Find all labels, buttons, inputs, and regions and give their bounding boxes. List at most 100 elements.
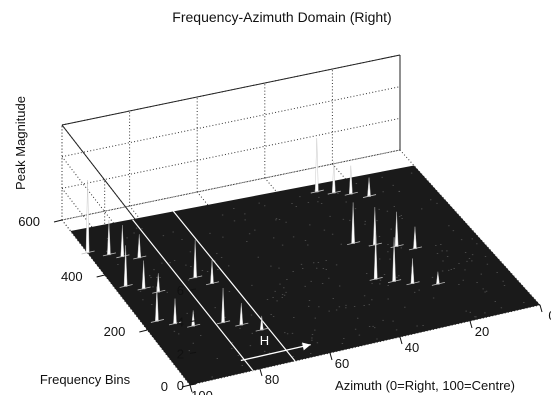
surface-speck: [264, 205, 266, 207]
peak-base: [189, 275, 203, 280]
peak-base: [406, 281, 420, 286]
peak-base: [216, 320, 231, 325]
surface-speck: [502, 280, 504, 282]
surface-speck: [286, 333, 289, 335]
surface-speck: [295, 206, 297, 207]
surface-speck: [156, 276, 158, 278]
surface-speck: [211, 376, 213, 378]
surface-speck: [465, 310, 467, 312]
surface-speck: [173, 260, 176, 261]
surface-speck: [307, 244, 309, 246]
surface-speck: [389, 258, 391, 260]
surface-speck: [304, 240, 307, 241]
surface-speck: [363, 295, 366, 297]
surface-speck: [338, 306, 341, 308]
surface-speck: [381, 176, 383, 178]
surface-speck: [400, 215, 402, 216]
surface-speck: [313, 262, 315, 264]
surface-speck: [283, 294, 286, 296]
surface-speck: [273, 237, 275, 239]
surface-speck: [126, 237, 128, 239]
surface-speck: [310, 353, 312, 354]
surface-speck: [186, 312, 188, 314]
surface-speck: [422, 325, 424, 326]
peak-base: [369, 277, 383, 281]
surface-speck: [401, 218, 403, 219]
peak-spike: [85, 180, 90, 254]
surface-speck: [441, 250, 443, 252]
surface-speck: [301, 343, 303, 345]
surface-speck: [357, 317, 359, 319]
surface-speck: [482, 288, 484, 290]
peak-base: [255, 327, 269, 332]
surface-speck: [317, 201, 319, 203]
surface-speck: [376, 220, 378, 222]
surface-speck: [233, 208, 235, 209]
surface-speck: [318, 306, 320, 308]
surface-speck: [320, 203, 323, 204]
surface-speck: [349, 219, 351, 221]
surface-speck: [244, 213, 246, 215]
surface-speck: [325, 260, 327, 261]
surface-speck: [446, 256, 449, 257]
z-tick: [189, 320, 197, 323]
x-tick-label: 60: [335, 356, 349, 371]
surface-speck: [398, 190, 401, 192]
grid-line: [61, 86, 401, 158]
x-tick: [329, 352, 333, 361]
surface-speck: [486, 263, 489, 265]
x-tick-label: 0: [548, 308, 551, 323]
surface-speck: [496, 272, 498, 273]
surface-speck: [266, 342, 268, 344]
surface-speck: [475, 316, 477, 318]
surface-speck: [117, 264, 119, 265]
peak-base: [168, 321, 183, 326]
surface-speck: [462, 279, 464, 281]
surface-speck: [432, 297, 435, 299]
surface-speck: [200, 335, 202, 336]
surface-speck: [468, 258, 471, 259]
surface-speck: [216, 358, 218, 359]
surface-speck: [430, 199, 432, 201]
surface-speck: [283, 287, 285, 289]
surface-speck: [471, 238, 473, 240]
surface-speck: [448, 269, 450, 271]
x-tick: [399, 336, 403, 345]
surface-speck: [328, 277, 330, 279]
chart-title: Frequency-Azimuth Domain (Right): [172, 9, 391, 25]
surface-speck: [392, 320, 394, 322]
surface-speck: [222, 236, 224, 238]
surface-speck: [379, 283, 381, 285]
surface-speck: [464, 252, 467, 253]
surface-speck: [345, 304, 347, 306]
surface-speck: [364, 220, 366, 222]
surface-speck: [416, 325, 418, 327]
surface-speck: [307, 202, 310, 203]
surface-speck: [300, 263, 303, 265]
surface-speck: [383, 274, 386, 275]
surface-speck: [159, 277, 161, 278]
y-tick: [96, 274, 105, 278]
z-tick-label: 6: [177, 283, 184, 298]
surface-speck: [484, 256, 487, 257]
surface-speck: [353, 306, 356, 307]
surface-speck: [329, 215, 331, 217]
surface-speck: [302, 268, 304, 269]
surface-speck: [166, 291, 168, 293]
peak-base: [235, 322, 249, 327]
surface-speck: [188, 350, 190, 352]
surface-speck: [395, 329, 398, 331]
surface-speck: [172, 231, 174, 233]
y-tick: [181, 384, 191, 388]
surface-speck: [322, 268, 325, 269]
surface-speck: [221, 214, 224, 216]
surface-speck: [257, 256, 259, 258]
z-tick: [189, 383, 197, 386]
surface-speck: [393, 206, 395, 207]
surface-speck: [270, 314, 272, 315]
surface-speck: [354, 208, 357, 210]
surface-speck: [378, 208, 380, 210]
surface-speck: [460, 239, 463, 241]
surface-speck: [318, 196, 320, 198]
surface-speck: [379, 279, 382, 281]
